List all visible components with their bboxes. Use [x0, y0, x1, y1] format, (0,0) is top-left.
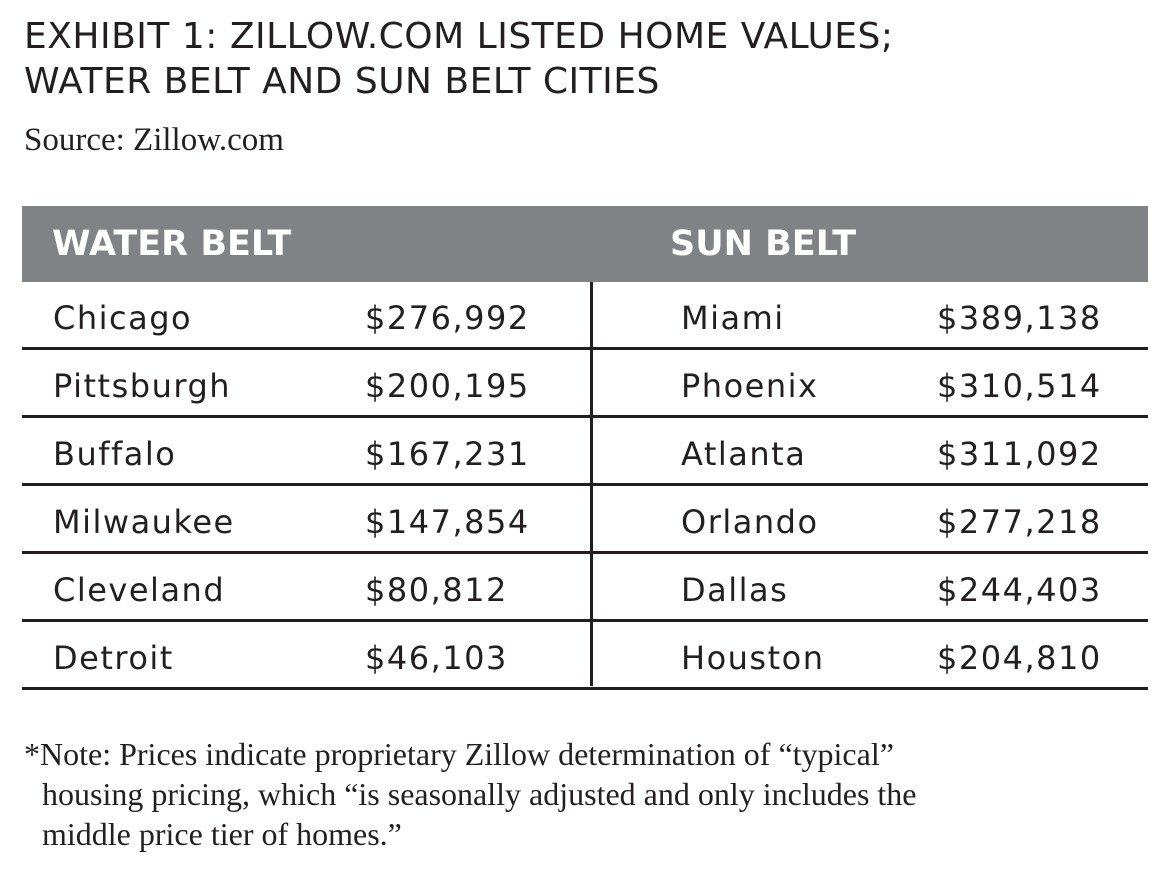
- water-belt-city: Chicago: [53, 299, 193, 337]
- table-row: Buffalo $167,231 Atlanta $311,092: [22, 418, 1148, 486]
- sun-belt-header: SUN BELT: [670, 224, 857, 264]
- water-belt-value: $147,854: [365, 503, 530, 541]
- home-values-table: WATER BELT SUN BELT Chicago $276,992 Mia…: [22, 206, 1148, 690]
- column-divider: [590, 282, 593, 686]
- sun-belt-city: Orlando: [681, 503, 819, 541]
- water-belt-value: $80,812: [365, 571, 508, 609]
- sun-belt-city: Atlanta: [681, 435, 807, 473]
- water-belt-city: Buffalo: [53, 435, 177, 473]
- sun-belt-value: $311,092: [937, 435, 1102, 473]
- water-belt-header: WATER BELT: [52, 224, 292, 264]
- source-caption: Source: Zillow.com: [24, 122, 284, 158]
- water-belt-value: $46,103: [365, 639, 508, 677]
- table-header: WATER BELT SUN BELT: [22, 206, 1148, 282]
- sun-belt-value: $310,514: [937, 367, 1102, 405]
- table-row: Milwaukee $147,854 Orlando $277,218: [22, 486, 1148, 554]
- exhibit-title-line-2: WATER BELT AND SUN BELT CITIES: [24, 61, 660, 102]
- water-belt-city: Cleveland: [53, 571, 226, 609]
- table-row: Cleveland $80,812 Dallas $244,403: [22, 554, 1148, 622]
- sun-belt-city: Miami: [681, 299, 785, 337]
- water-belt-value: $200,195: [365, 367, 530, 405]
- table-row: Chicago $276,992 Miami $389,138: [22, 282, 1148, 350]
- sun-belt-value: $204,810: [937, 639, 1102, 677]
- footnote: *Note: Prices indicate proprietary Zillo…: [24, 734, 1144, 854]
- footnote-line-3: middle price tier of homes.”: [42, 816, 402, 852]
- sun-belt-city: Houston: [681, 639, 825, 677]
- sun-belt-city: Dallas: [681, 571, 789, 609]
- sun-belt-value: $244,403: [937, 571, 1102, 609]
- table-row: Pittsburgh $200,195 Phoenix $310,514: [22, 350, 1148, 418]
- footnote-line-2: housing pricing, which “is seasonally ad…: [42, 776, 917, 812]
- water-belt-city: Milwaukee: [53, 503, 235, 541]
- exhibit-title: EXHIBIT 1: ZILLOW.COM LISTED HOME VALUES…: [24, 14, 1144, 104]
- table-row: Detroit $46,103 Houston $204,810: [22, 622, 1148, 690]
- table-body: Chicago $276,992 Miami $389,138 Pittsbur…: [22, 282, 1148, 690]
- water-belt-city: Detroit: [53, 639, 174, 677]
- water-belt-city: Pittsburgh: [53, 367, 232, 405]
- sun-belt-value: $277,218: [937, 503, 1102, 541]
- footnote-line-1: *Note: Prices indicate proprietary Zillo…: [24, 736, 894, 772]
- exhibit-title-line-1: EXHIBIT 1: ZILLOW.COM LISTED HOME VALUES…: [24, 16, 894, 57]
- sun-belt-value: $389,138: [937, 299, 1102, 337]
- sun-belt-city: Phoenix: [681, 367, 819, 405]
- water-belt-value: $276,992: [365, 299, 530, 337]
- water-belt-value: $167,231: [365, 435, 530, 473]
